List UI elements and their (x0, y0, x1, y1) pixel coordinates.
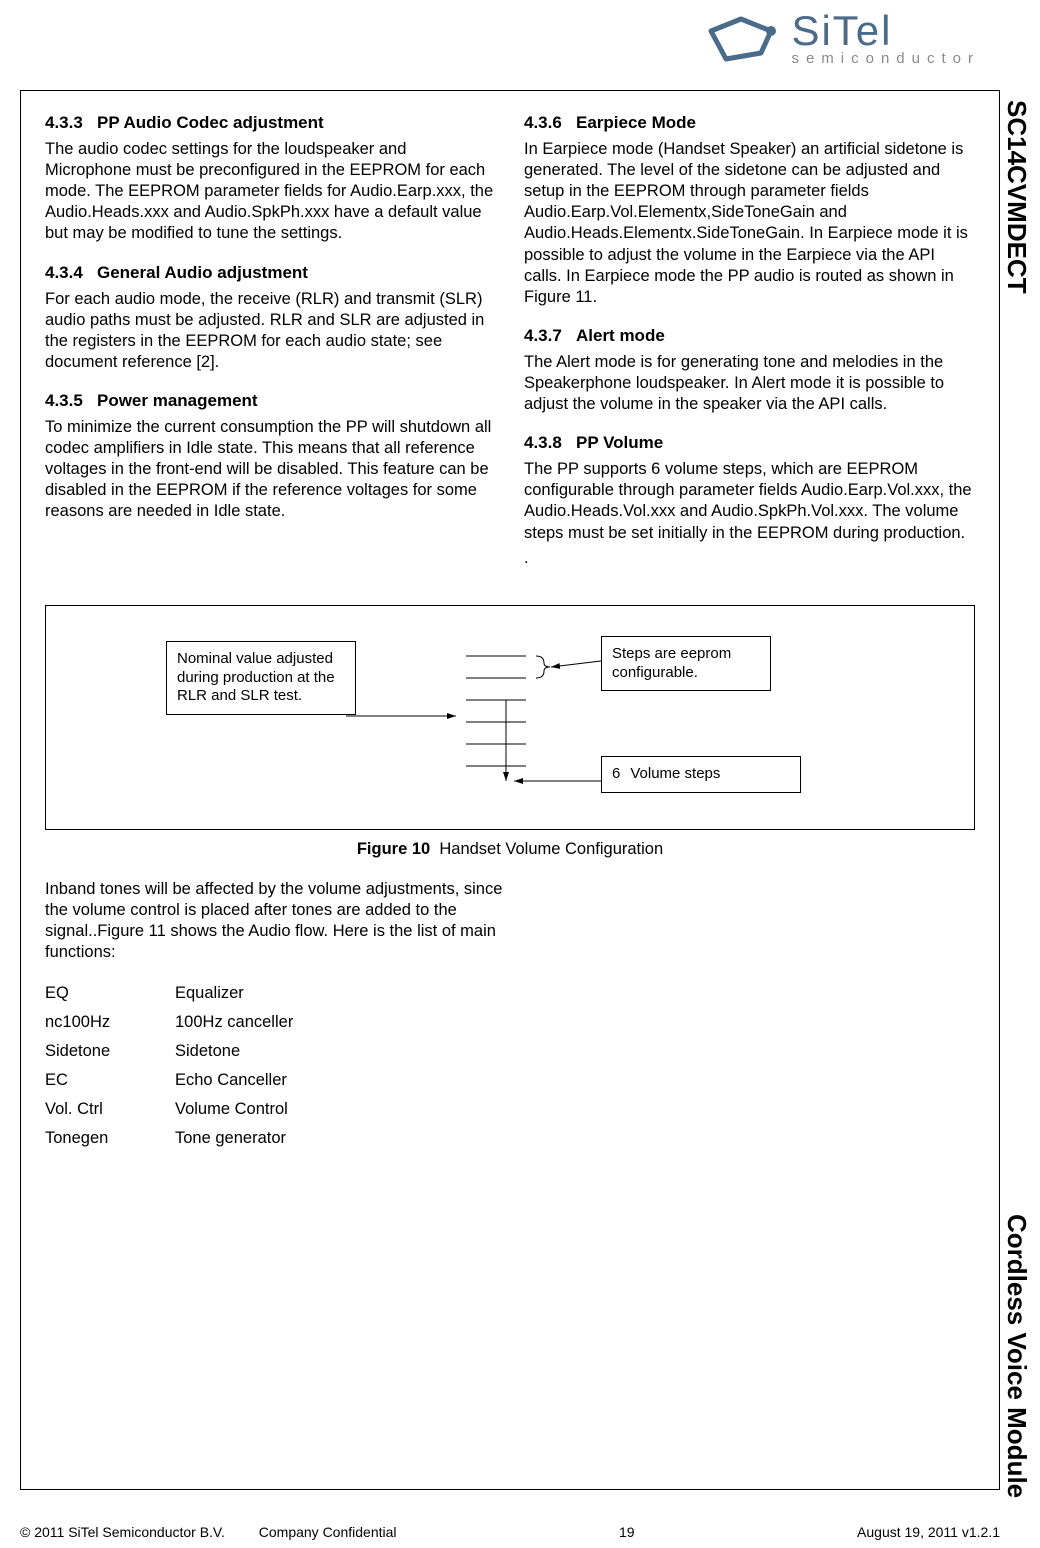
section-number: 4.3.8 (524, 433, 562, 452)
footer-date: August 19, 2011 v1.2.1 (857, 1524, 1000, 1540)
table-row: SidetoneSidetone (45, 1037, 293, 1066)
section-title: Earpiece Mode (576, 113, 696, 132)
section-body: The PP supports 6 volume steps, which ar… (524, 459, 975, 543)
function-value: 100Hz canceller (175, 1008, 293, 1037)
table-row: ECEcho Canceller (45, 1066, 293, 1095)
function-key: Sidetone (45, 1037, 175, 1066)
function-key: EC (45, 1066, 175, 1095)
section-heading: 4.3.4 General Audio adjustment (45, 263, 496, 283)
table-row: nc100Hz100Hz canceller (45, 1008, 293, 1037)
section-heading: 4.3.5 Power management (45, 391, 496, 411)
left-column: 4.3.3 PP Audio Codec adjustment The audi… (45, 113, 496, 587)
section-title: PP Audio Codec adjustment (97, 113, 324, 132)
two-column-layout: 4.3.3 PP Audio Codec adjustment The audi… (45, 113, 975, 587)
footer-left: © 2011 SiTel Semiconductor B.V. Company … (20, 1524, 397, 1540)
section-number: 4.3.3 (45, 113, 83, 132)
section-body: The Alert mode is for generating tone an… (524, 352, 975, 415)
section-heading: 4.3.7 Alert mode (524, 326, 975, 346)
footer-copyright: © 2011 SiTel Semiconductor B.V. (20, 1524, 225, 1540)
after-figure-paragraph: Inband tones will be affected by the vol… (45, 879, 510, 963)
footer-page-number: 19 (619, 1524, 635, 1540)
figure-10: Nominal value adjusted during production… (45, 605, 975, 830)
section-title: General Audio adjustment (97, 263, 308, 282)
figure-svg (46, 606, 974, 829)
section-heading: 4.3.8 PP Volume (524, 433, 975, 453)
section-title: Alert mode (576, 326, 665, 345)
stray-dot: . (524, 548, 975, 569)
function-table: EQEqualizernc100Hz100Hz cancellerSideton… (45, 979, 293, 1153)
footer-confidential: Company Confidential (259, 1524, 397, 1540)
figure-caption: Figure 10 Handset Volume Configuration (45, 840, 975, 859)
function-key: EQ (45, 979, 175, 1008)
section-body: The audio codec settings for the loudspe… (45, 139, 496, 245)
function-key: Tonegen (45, 1124, 175, 1153)
section-number: 4.3.6 (524, 113, 562, 132)
function-value: Equalizer (175, 979, 293, 1008)
logo-subtitle: semiconductor (791, 50, 980, 67)
side-label-bottom: Cordless Voice Module (1001, 1214, 1032, 1498)
page-footer: © 2011 SiTel Semiconductor B.V. Company … (20, 1524, 1000, 1540)
section-number: 4.3.4 (45, 263, 83, 282)
section-title: Power management (97, 391, 258, 410)
section-body: To minimize the current consumption the … (45, 417, 496, 523)
figure-label: Figure 10 (357, 840, 430, 858)
logo-icon (701, 11, 781, 66)
function-value: Volume Control (175, 1095, 293, 1124)
section-title: PP Volume (576, 433, 663, 452)
right-column: 4.3.6 Earpiece Mode In Earpiece mode (Ha… (524, 113, 975, 587)
section-number: 4.3.7 (524, 326, 562, 345)
section-number: 4.3.5 (45, 391, 83, 410)
logo: SiTel semiconductor (701, 10, 980, 67)
logo-text: SiTel semiconductor (791, 10, 980, 67)
table-row: Vol. CtrlVolume Control (45, 1095, 293, 1124)
logo-title: SiTel (791, 10, 980, 52)
table-row: TonegenTone generator (45, 1124, 293, 1153)
section-body: For each audio mode, the receive (RLR) a… (45, 289, 496, 373)
table-row: EQEqualizer (45, 979, 293, 1008)
page-frame: 4.3.3 PP Audio Codec adjustment The audi… (20, 90, 1000, 1490)
function-value: Tone generator (175, 1124, 293, 1153)
function-key: Vol. Ctrl (45, 1095, 175, 1124)
section-heading: 4.3.6 Earpiece Mode (524, 113, 975, 133)
section-heading: 4.3.3 PP Audio Codec adjustment (45, 113, 496, 133)
after-figure-block: Inband tones will be affected by the vol… (45, 879, 510, 1153)
section-body: In Earpiece mode (Handset Speaker) an ar… (524, 139, 975, 308)
side-label-top: SC14CVMDECT (1001, 100, 1032, 294)
function-value: Sidetone (175, 1037, 293, 1066)
function-value: Echo Canceller (175, 1066, 293, 1095)
header: SiTel semiconductor (0, 10, 1040, 80)
figure-caption-text: Handset Volume Configuration (439, 840, 663, 858)
function-key: nc100Hz (45, 1008, 175, 1037)
